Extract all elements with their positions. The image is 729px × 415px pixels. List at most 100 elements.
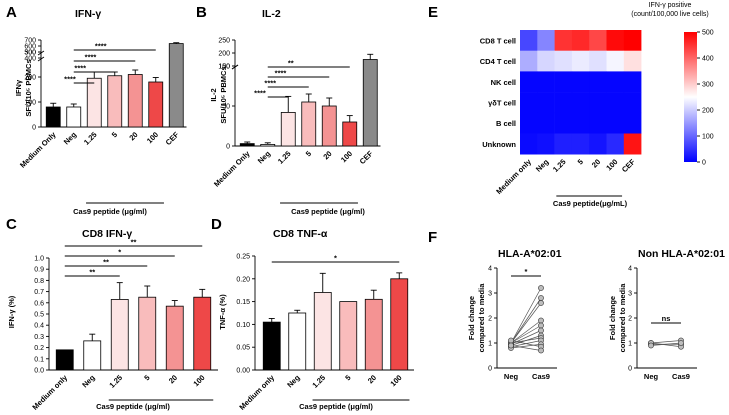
y-tick-label: 300	[24, 50, 36, 57]
chart-title-f2: Non HLA-A*02:01	[638, 248, 725, 260]
heatmap-cell	[571, 133, 590, 155]
x-axis-label-a: Cas9 peptide (μg/ml)	[73, 207, 147, 216]
y-tick-label: 0.2	[34, 345, 44, 352]
panel-label-f: F	[428, 229, 437, 246]
significance-label: ****	[264, 79, 276, 88]
bar	[364, 298, 383, 371]
y-tick-label: 3	[628, 291, 632, 298]
heatmap-cell	[537, 112, 555, 134]
heatmap-cell	[606, 30, 625, 51]
y-tick-label: 2	[488, 316, 492, 323]
y-axis-label-d: TNF-α (%)	[218, 294, 227, 330]
heatmap-cell	[537, 71, 555, 93]
pair-line	[510, 302, 542, 344]
bar	[362, 59, 378, 147]
y-tick-label: 0	[32, 125, 36, 132]
y-tick-label: 400	[24, 56, 36, 63]
chart-title-a: IFN-γ	[75, 8, 101, 20]
y-axis-label-f2-1: Fold change	[608, 296, 617, 340]
heatmap-cell	[623, 92, 642, 114]
heatmap-row-label: Unknown	[482, 140, 516, 149]
x-tick-label: 1.25	[82, 130, 99, 147]
y-tick-label: 200	[24, 75, 36, 82]
heatmap-row-label: CD8 T cell	[480, 36, 516, 45]
y-tick-label: 1	[488, 341, 492, 348]
y-tick-label: 100	[218, 64, 230, 71]
bar	[301, 101, 317, 147]
bar	[280, 112, 296, 147]
y-tick-label: 0.3	[34, 334, 44, 341]
heatmap-col-label: 20	[590, 157, 602, 169]
bar	[168, 43, 184, 128]
x-axis-label-e: Cas9 peptide(μg/mL)	[553, 199, 628, 208]
y-tick-label: 0.0	[34, 368, 44, 375]
x-tick-label: Neg	[504, 372, 519, 381]
heatmap-cell	[623, 30, 642, 51]
x-tick-label: 100	[145, 130, 160, 145]
significance-label: **	[288, 59, 294, 68]
heatmap-cell	[623, 133, 642, 155]
x-tick-label: 1.25	[276, 149, 293, 166]
axis-break-mark	[231, 64, 239, 70]
heatmap-cell	[520, 112, 538, 134]
data-point	[538, 300, 544, 306]
y-axis-label-c: IFN-γ (%)	[7, 295, 16, 328]
x-tick-label: 1.25	[107, 373, 124, 390]
y-tick-label: 0.20	[236, 276, 250, 283]
bar	[262, 321, 281, 371]
x-tick-label: 20	[167, 373, 179, 385]
data-point	[508, 342, 514, 349]
significance-label: ns	[662, 314, 671, 323]
colorbar-tick-label: 400	[702, 56, 714, 63]
heatmap-cell	[606, 133, 625, 155]
colorbar	[684, 32, 697, 162]
y-tick-label: 600	[24, 44, 36, 51]
significance-label: *	[334, 254, 337, 263]
y-tick-label: 0.1	[34, 356, 44, 363]
heatmap-cell	[520, 92, 538, 114]
heatmap-cell	[571, 30, 590, 51]
pair-line	[510, 340, 542, 348]
x-tick-label: 100	[191, 373, 206, 388]
heatmap-cell	[589, 92, 607, 114]
bar	[127, 74, 143, 128]
axis-break-mark	[37, 50, 45, 56]
bar	[66, 106, 82, 128]
y-tick-label: 0.7	[34, 289, 44, 296]
y-axis-label-b-1: IL-2	[209, 88, 218, 101]
y-tick-label: 0	[226, 144, 230, 151]
panel-label-e: E	[428, 4, 438, 21]
bar	[110, 299, 129, 371]
axis-break-mark	[37, 56, 45, 62]
heatmap-cell	[606, 50, 625, 72]
heatmap-cell	[554, 71, 573, 93]
heatmap-row-label: CD4 T cell	[480, 57, 516, 66]
heatmap-cell	[554, 133, 573, 155]
x-tick-label: 5	[343, 373, 352, 382]
x-tick-label: Neg	[285, 373, 302, 390]
x-tick-label: CEF	[358, 149, 375, 166]
x-tick-label: Cas9	[532, 372, 550, 381]
x-tick-label: Medium only	[30, 372, 69, 411]
pair-line	[510, 325, 542, 344]
x-tick-label: Medium Only	[212, 148, 252, 188]
heatmap-cell	[537, 133, 555, 155]
heatmap-row-label: NK cell	[491, 78, 516, 87]
data-point	[538, 322, 544, 329]
x-tick-label: 20	[366, 373, 378, 385]
bar	[148, 81, 164, 128]
heatmap-cell	[571, 71, 590, 93]
y-tick-label: 500	[24, 50, 36, 57]
x-tick-label: 100	[388, 373, 403, 388]
bar	[321, 105, 337, 147]
data-point	[538, 327, 544, 334]
x-tick-label: 5	[304, 149, 313, 158]
heatmap-cell	[520, 133, 538, 155]
x-tick-label: Neg	[644, 372, 659, 381]
heatmap-cell	[571, 50, 590, 72]
x-tick-label: 20	[127, 130, 139, 142]
heatmap-cell	[537, 92, 555, 114]
x-tick-label: Medium only	[237, 372, 276, 411]
significance-label: ****	[74, 64, 86, 73]
bar	[339, 301, 358, 371]
